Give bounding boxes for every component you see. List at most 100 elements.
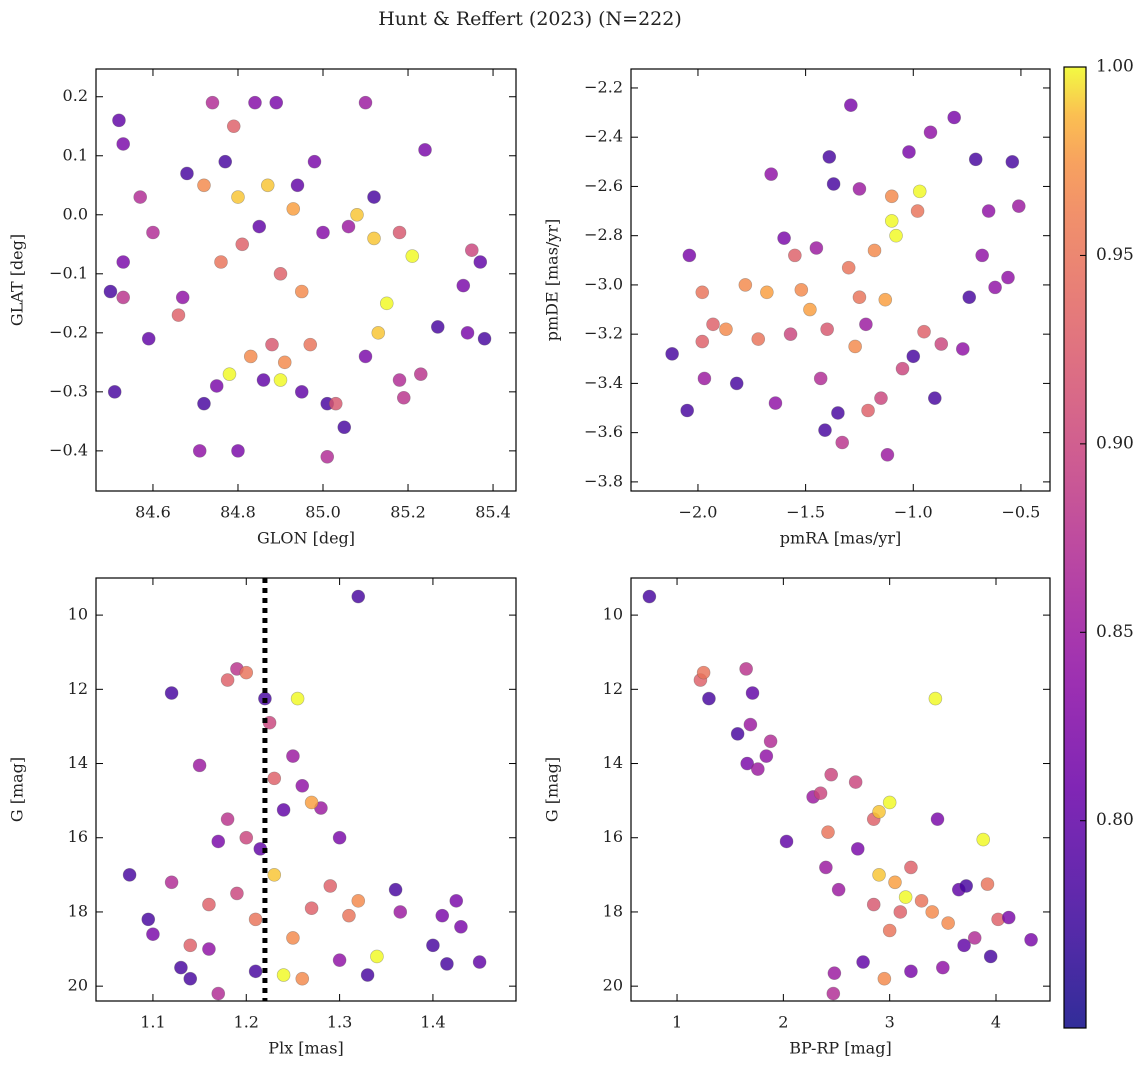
point xyxy=(351,894,366,908)
point xyxy=(276,968,291,982)
point xyxy=(696,665,711,680)
point xyxy=(1005,155,1020,169)
point xyxy=(826,177,841,191)
point xyxy=(884,214,899,228)
axes-frame xyxy=(630,68,1051,492)
point xyxy=(460,326,475,340)
x-tick-label: 85.4 xyxy=(475,503,511,522)
point xyxy=(665,347,679,361)
point xyxy=(267,771,282,786)
x-tick-label: 3 xyxy=(885,1013,895,1032)
point xyxy=(934,337,949,351)
y-tick-label: 14 xyxy=(68,753,88,772)
point xyxy=(917,324,931,339)
point xyxy=(751,332,766,346)
point xyxy=(141,912,156,927)
point xyxy=(1011,199,1026,213)
point xyxy=(928,691,943,706)
y-tick-label: −0.4 xyxy=(49,440,88,459)
point xyxy=(764,167,778,181)
y-tick-label: −3.2 xyxy=(584,324,623,343)
point xyxy=(981,204,996,218)
point xyxy=(214,255,228,269)
axes-frame xyxy=(95,577,517,1002)
point xyxy=(146,225,160,240)
y-tick-label: −3.0 xyxy=(584,274,623,293)
point xyxy=(941,916,955,930)
point xyxy=(171,308,186,322)
point xyxy=(197,396,211,411)
x-tick-label: 84.6 xyxy=(135,503,171,522)
point xyxy=(880,448,895,462)
point xyxy=(472,955,487,969)
x-tick-label: 85.2 xyxy=(390,503,426,522)
y-tick-label: −2.6 xyxy=(584,176,623,195)
point xyxy=(740,756,755,771)
point xyxy=(835,435,850,450)
point xyxy=(418,143,432,157)
point xyxy=(706,317,720,332)
point xyxy=(103,284,118,299)
y-tick-label: −3.8 xyxy=(584,471,623,490)
point xyxy=(146,927,160,942)
x-tick-label: 4 xyxy=(991,1013,1001,1032)
point xyxy=(358,349,373,364)
point xyxy=(341,219,356,234)
point xyxy=(328,396,343,411)
point xyxy=(174,960,188,975)
x-axis-label: Plx [mas] xyxy=(268,1039,343,1058)
point xyxy=(449,894,464,908)
point xyxy=(827,966,842,980)
point xyxy=(393,905,408,919)
point xyxy=(976,832,991,847)
point xyxy=(294,284,309,299)
point xyxy=(307,154,322,169)
point xyxy=(820,322,834,337)
x-tick-label: 2 xyxy=(778,1013,788,1032)
point xyxy=(220,812,235,826)
x-tick-label: 1.3 xyxy=(327,1013,352,1032)
point xyxy=(295,971,310,986)
point xyxy=(260,178,275,193)
point xyxy=(175,290,190,305)
point xyxy=(738,278,753,292)
point xyxy=(388,882,403,897)
point xyxy=(286,931,300,945)
point xyxy=(729,376,744,391)
x-tick-label: 1 xyxy=(672,1013,682,1032)
point xyxy=(116,255,131,269)
point xyxy=(642,589,657,604)
point xyxy=(936,960,950,975)
point xyxy=(848,339,862,354)
x-tick-label: −1.0 xyxy=(894,503,933,522)
point xyxy=(818,423,832,437)
x-axis-label: pmRA [mas/yr] xyxy=(780,529,902,548)
point xyxy=(426,938,440,953)
colorbar-tick-label: 0.85 xyxy=(1096,622,1134,642)
point xyxy=(682,248,697,263)
point xyxy=(975,248,989,263)
point xyxy=(286,202,301,216)
y-axis-label: G [mag] xyxy=(8,757,27,822)
colorbar-tick-label: 0.95 xyxy=(1096,245,1134,265)
point xyxy=(1001,270,1015,285)
point xyxy=(405,249,420,263)
point xyxy=(768,396,783,410)
colorbar xyxy=(1063,66,1087,1029)
point xyxy=(803,302,817,317)
point xyxy=(874,391,888,405)
point xyxy=(884,189,899,204)
y-tick-label: 20 xyxy=(68,976,88,995)
point xyxy=(760,285,774,300)
point xyxy=(371,326,386,340)
point xyxy=(392,373,407,387)
point xyxy=(435,908,450,923)
point xyxy=(183,938,198,953)
point xyxy=(779,834,794,849)
y-tick-label: 20 xyxy=(603,976,623,995)
point xyxy=(844,98,858,112)
point xyxy=(304,795,319,810)
point xyxy=(464,243,479,257)
point xyxy=(239,665,254,680)
